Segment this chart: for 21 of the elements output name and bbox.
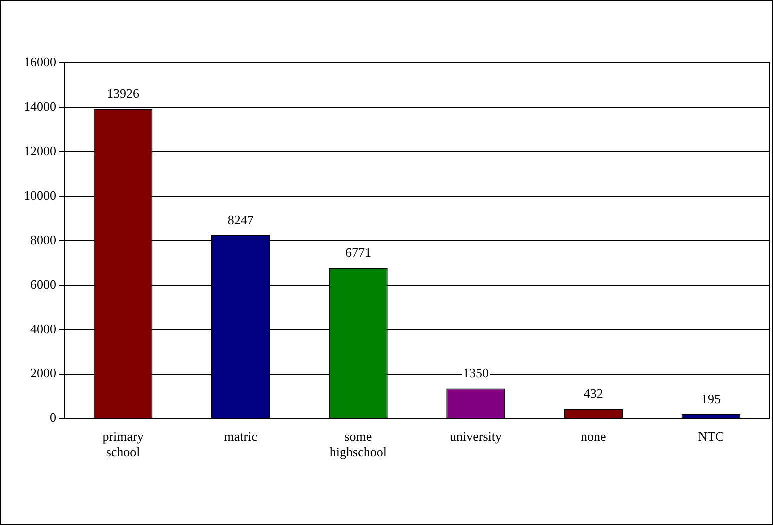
y-tick-label: 4000 xyxy=(30,321,56,336)
x-tick-label: matric xyxy=(224,429,258,444)
data-label: 8247 xyxy=(228,212,254,228)
y-tick-label: 0 xyxy=(50,410,56,426)
data-label: 6771 xyxy=(345,245,372,260)
data-label: 13926 xyxy=(107,86,140,102)
x-tick-label: none xyxy=(580,429,606,444)
y-tick-label: 6000 xyxy=(30,276,56,292)
y-tick-label: 14000 xyxy=(24,98,56,114)
y-tick-label: 12000 xyxy=(24,143,56,158)
x-tick-label: primary school xyxy=(102,429,144,460)
y-tick-label: 16000 xyxy=(24,54,56,70)
data-label: 432 xyxy=(584,386,604,402)
data-label: 195 xyxy=(701,391,721,406)
x-tick-label: NTC xyxy=(698,429,724,444)
x-tick-label: university xyxy=(450,429,503,444)
y-tick-label: 2000 xyxy=(30,366,56,381)
y-tick-label: 8000 xyxy=(30,232,56,248)
data-label: 1350 xyxy=(463,366,490,381)
x-tick-label: some highschool xyxy=(330,429,388,460)
y-tick-label: 10000 xyxy=(24,188,56,203)
